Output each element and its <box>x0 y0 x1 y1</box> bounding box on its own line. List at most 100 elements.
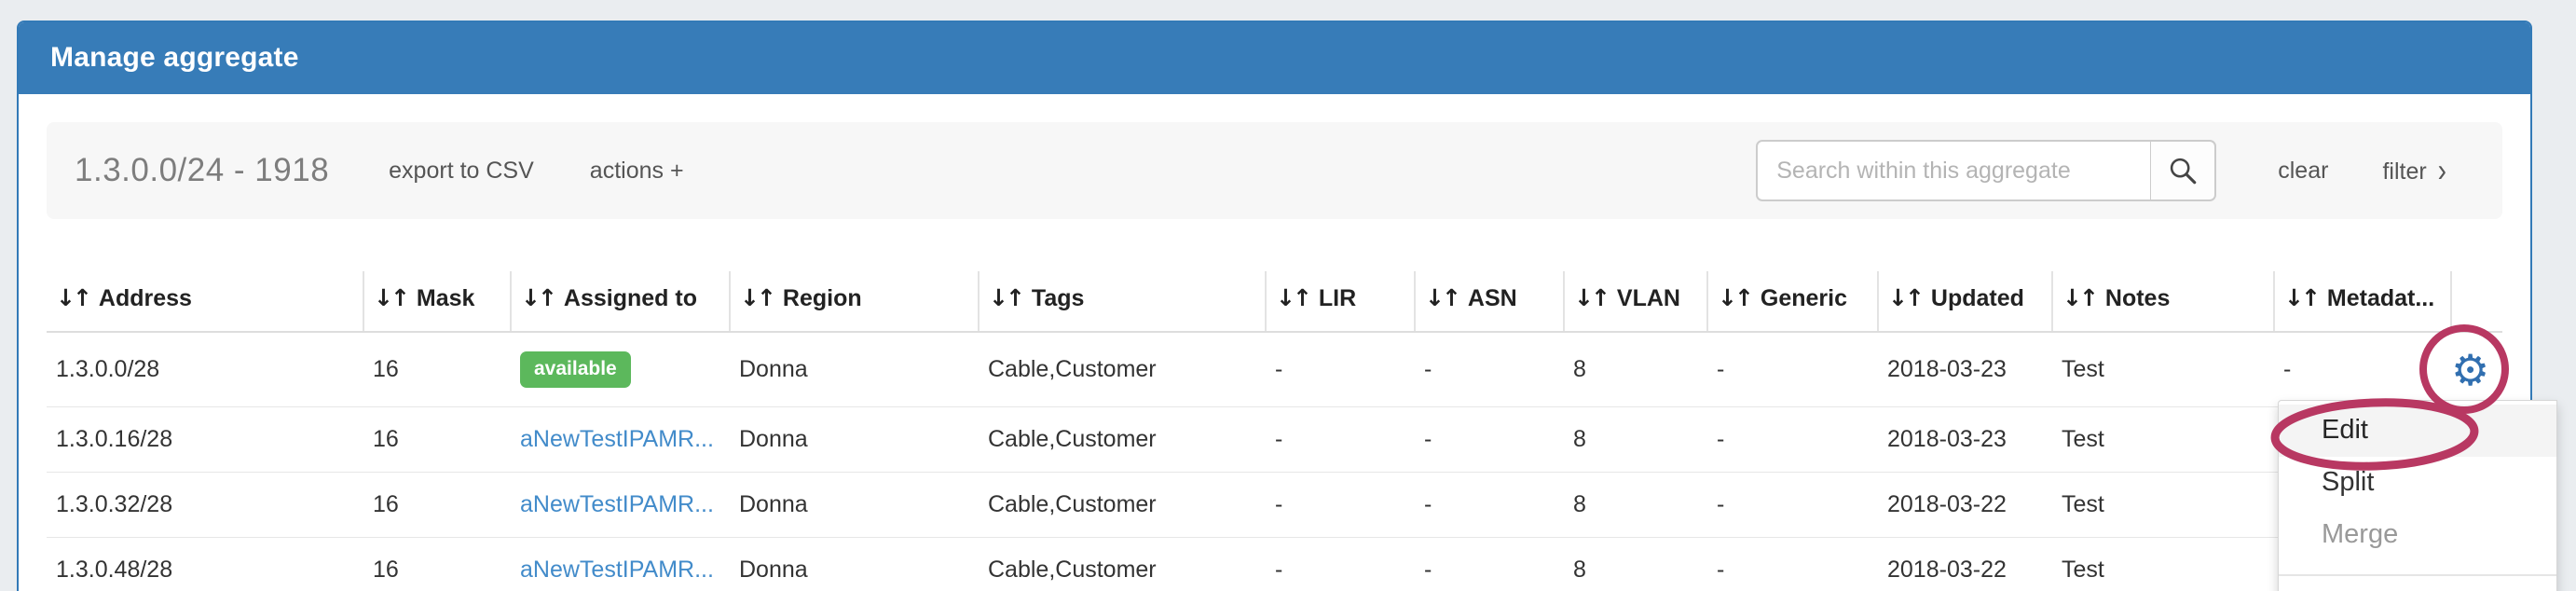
cell-updated: 2018-03-23 <box>1878 406 2052 473</box>
cell-notes: Test <box>2052 406 2274 473</box>
aggregate-table: ↓↑ Address ↓↑ Mask ↓↑ Assigned to ↓↑ Region … <box>47 271 2502 591</box>
cell-region: Donna <box>730 537 979 591</box>
cell-notes: Test <box>2052 332 2274 407</box>
cell-vlan: 8 <box>1564 332 1707 407</box>
table-header-row: ↓↑ Address ↓↑ Mask ↓↑ Assigned to ↓↑ Region … <box>47 271 2502 333</box>
cell-address: 1.3.0.0/28 <box>47 332 363 407</box>
cell-asn: - <box>1415 537 1564 591</box>
sort-icon[interactable]: ↓↑ <box>740 284 776 311</box>
chevron-right-icon: › <box>2437 152 2446 188</box>
column-header-updated[interactable]: ↓↑ Updated <box>1877 271 2052 333</box>
cell-lir: - <box>1266 537 1415 591</box>
search-group <box>1756 140 2217 201</box>
cell-tags: Cable,Customer <box>979 537 1266 591</box>
column-header-tags[interactable]: ↓↑ Tags <box>978 271 1266 333</box>
cell-assigned-to: aNewTestIPAMR... <box>511 472 730 538</box>
cell-tags: Cable,Customer <box>979 332 1266 407</box>
toolbar: 1.3.0.0/24 - 1918 export to CSV actions … <box>47 122 2502 219</box>
sort-icon[interactable]: ↓↑ <box>521 284 557 311</box>
cell-region: Donna <box>730 472 979 538</box>
cell-vlan: 8 <box>1564 537 1707 591</box>
panel-body: 1.3.0.0/24 - 1918 export to CSV actions … <box>19 94 2530 591</box>
column-header-assigned-to[interactable]: ↓↑ Assigned to <box>510 271 730 333</box>
cell-mask: 16 <box>363 332 511 407</box>
cell-lir: - <box>1266 472 1415 538</box>
menu-item-edit[interactable]: Edit <box>2279 405 2556 457</box>
column-header-lir[interactable]: ↓↑ LIR <box>1265 271 1415 333</box>
sort-icon[interactable]: ↓↑ <box>56 284 92 311</box>
assigned-to-link[interactable]: aNewTestIPAMR... <box>520 426 714 452</box>
cell-notes: Test <box>2052 537 2274 591</box>
cell-asn: - <box>1415 332 1564 407</box>
column-header-region[interactable]: ↓↑ Region <box>729 271 979 333</box>
status-badge[interactable]: available <box>520 351 631 388</box>
export-csv-button[interactable]: export to CSV <box>389 157 534 184</box>
cell-vlan: 8 <box>1564 406 1707 473</box>
cell-updated: 2018-03-22 <box>1878 472 2052 538</box>
menu-item-merge[interactable]: Merge <box>2322 519 2399 549</box>
aggregate-label: 1.3.0.0/24 - 1918 <box>75 152 330 188</box>
cell-address: 1.3.0.16/28 <box>47 406 363 473</box>
search-input[interactable] <box>1756 140 2152 201</box>
column-header-address[interactable]: ↓↑ Address <box>47 271 363 333</box>
sort-icon[interactable]: ↓↑ <box>2062 284 2099 311</box>
cell-tags: Cable,Customer <box>979 472 1266 538</box>
search-button[interactable] <box>2151 140 2217 201</box>
cell-updated: 2018-03-23 <box>1878 332 2052 407</box>
sort-icon[interactable]: ↓↑ <box>1276 284 1312 311</box>
menu-item-split[interactable]: Split <box>2322 467 2375 497</box>
sort-icon[interactable]: ↓↑ <box>1718 284 1754 311</box>
column-header-actions <box>2450 271 2502 333</box>
manage-aggregate-panel: Manage aggregate 1.3.0.0/24 - 1918 expor… <box>17 21 2532 591</box>
column-header-generic[interactable]: ↓↑ Generic <box>1706 271 1878 333</box>
table-row: 1.3.0.0/28 16 available Donna Cable,Cust… <box>47 332 2502 407</box>
cell-assigned-to: available <box>511 332 730 407</box>
sort-icon[interactable]: ↓↑ <box>374 284 410 311</box>
cell-assigned-to: aNewTestIPAMR... <box>511 406 730 473</box>
cell-actions: ⚙ <box>2451 332 2502 407</box>
cell-region: Donna <box>730 332 979 407</box>
cell-updated: 2018-03-22 <box>1878 537 2052 591</box>
cell-vlan: 8 <box>1564 472 1707 538</box>
filter-button[interactable]: filter › <box>2382 152 2446 188</box>
column-header-mask[interactable]: ↓↑ Mask <box>363 271 511 333</box>
sort-icon[interactable]: ↓↑ <box>2284 284 2321 311</box>
cell-lir: - <box>1266 406 1415 473</box>
sort-icon[interactable]: ↓↑ <box>1574 284 1610 311</box>
table-row: 1.3.0.32/28 16 aNewTestIPAMR... Donna Ca… <box>47 472 2502 538</box>
sort-icon[interactable]: ↓↑ <box>989 284 1025 311</box>
cell-lir: - <box>1266 332 1415 407</box>
gear-icon[interactable]: ⚙ <box>2451 344 2490 395</box>
column-header-asn[interactable]: ↓↑ ASN <box>1414 271 1564 333</box>
column-header-vlan[interactable]: ↓↑ VLAN <box>1563 271 1707 333</box>
cell-metadata: - <box>2274 332 2451 407</box>
row-actions-dropdown: Edit Split Merge <box>2278 400 2557 591</box>
search-icon <box>2171 158 2197 185</box>
assigned-to-link[interactable]: aNewTestIPAMR... <box>520 557 714 583</box>
sort-icon[interactable]: ↓↑ <box>1425 284 1461 311</box>
assigned-to-link[interactable]: aNewTestIPAMR... <box>520 491 714 517</box>
panel-title: Manage aggregate <box>19 22 2530 94</box>
sort-icon[interactable]: ↓↑ <box>1888 284 1925 311</box>
cell-tags: Cable,Customer <box>979 406 1266 473</box>
actions-dropdown-button[interactable]: actions + <box>589 157 684 184</box>
column-header-notes[interactable]: ↓↑ Notes <box>2051 271 2274 333</box>
table-row: 1.3.0.16/28 16 aNewTestIPAMR... Donna Ca… <box>47 406 2502 473</box>
cell-asn: - <box>1415 406 1564 473</box>
cell-generic: - <box>1707 406 1878 473</box>
table-row: 1.3.0.48/28 16 aNewTestIPAMR... Donna Ca… <box>47 537 2502 591</box>
cell-generic: - <box>1707 537 1878 591</box>
cell-address: 1.3.0.32/28 <box>47 472 363 538</box>
cell-region: Donna <box>730 406 979 473</box>
cell-mask: 16 <box>363 406 511 473</box>
column-header-metadata[interactable]: ↓↑ Metadat... <box>2273 271 2451 333</box>
cell-generic: - <box>1707 472 1878 538</box>
cell-mask: 16 <box>363 472 511 538</box>
clear-button[interactable]: clear <box>2278 157 2329 184</box>
menu-divider <box>2279 574 2556 576</box>
cell-address: 1.3.0.48/28 <box>47 537 363 591</box>
cell-notes: Test <box>2052 472 2274 538</box>
cell-mask: 16 <box>363 537 511 591</box>
cell-generic: - <box>1707 332 1878 407</box>
